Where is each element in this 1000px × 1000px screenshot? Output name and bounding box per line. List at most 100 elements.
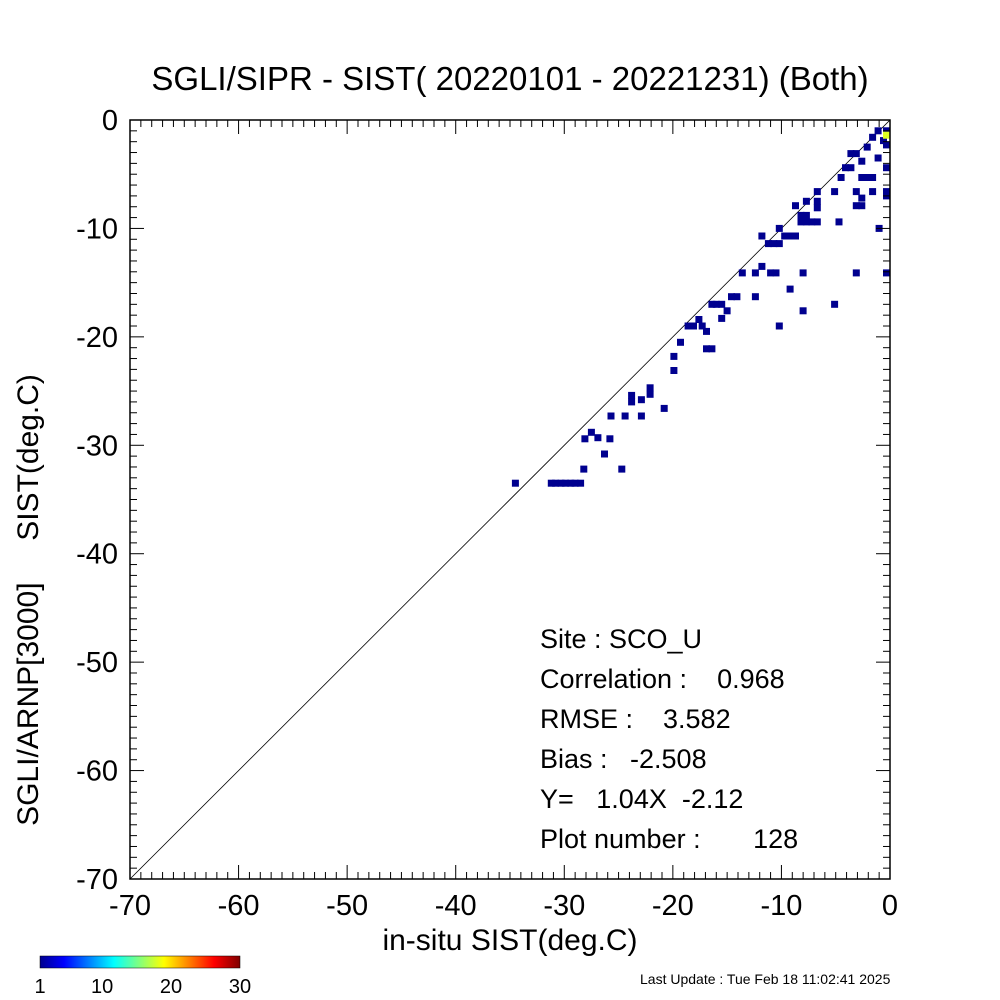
data-point [594, 434, 602, 442]
data-point [842, 164, 849, 172]
last-update-text: Last Update : Tue Feb 18 11:02:41 2025 [640, 971, 891, 987]
data-point [792, 232, 799, 240]
data-point [557, 479, 565, 487]
data-point [628, 398, 636, 406]
stat-site: Site : SCO_U [540, 624, 702, 654]
x-tick-label: -70 [109, 890, 151, 922]
colorbar-tick-label: 10 [91, 976, 113, 998]
data-point [547, 479, 555, 487]
data-point [808, 218, 816, 226]
data-point [847, 164, 855, 172]
data-point [758, 232, 766, 240]
data-point [728, 293, 735, 301]
data-point [775, 224, 783, 232]
x-tick-label: -20 [652, 890, 694, 922]
data-point [660, 404, 668, 412]
y-tick-label: -20 [76, 322, 118, 354]
data-point [852, 188, 860, 196]
data-point [858, 174, 866, 181]
y-tick-label: 0 [102, 105, 118, 137]
y-tick-label: -40 [76, 539, 118, 571]
data-point [511, 479, 519, 487]
data-point [703, 345, 710, 353]
data-point [718, 300, 726, 308]
data-point [738, 269, 746, 277]
data-point [858, 157, 866, 165]
data-point [874, 154, 882, 162]
colorbar-labels: 1 10 20 30 [34, 976, 251, 998]
data-point [813, 188, 821, 196]
data-point [718, 314, 726, 322]
data-point [852, 150, 860, 158]
data-point [837, 174, 845, 181]
axis-ticks [129, 119, 891, 880]
data-point [792, 202, 799, 210]
colorbar-tick-label: 20 [160, 976, 182, 998]
data-point [863, 174, 871, 181]
x-tick-label: 0 [882, 890, 898, 922]
data-point [712, 300, 720, 308]
identity-line [129, 119, 891, 880]
x-tick-label: -10 [760, 890, 802, 922]
data-point [684, 322, 692, 330]
data-point [767, 269, 775, 277]
data-point [580, 465, 588, 473]
data-point [601, 450, 608, 458]
colorbar-gradient [39, 955, 241, 969]
data-point [646, 390, 654, 398]
data-point [646, 384, 654, 392]
data-point [708, 300, 716, 308]
data-point [802, 218, 810, 226]
data-point [883, 164, 890, 172]
y-axis-label: SGLI/ARNP[3000] SIST(deg.C) [12, 374, 45, 826]
data-point [751, 269, 759, 277]
data-point [698, 322, 706, 330]
data-point [690, 322, 697, 330]
stat-correlation: Correlation : 0.968 [540, 664, 785, 694]
stat-regression: Y= 1.04X -2.12 [540, 784, 743, 814]
data-point [883, 188, 890, 196]
data-point [772, 269, 780, 277]
data-point [764, 240, 772, 248]
data-point [695, 316, 703, 323]
data-point [786, 232, 794, 240]
y-tick-label: -10 [76, 213, 118, 245]
data-point [587, 428, 595, 436]
statistics-panel: Site : SCO_U Correlation : 0.968 RMSE : … [540, 624, 798, 854]
data-point [577, 479, 585, 487]
data-point [883, 269, 890, 277]
data-point [552, 479, 560, 487]
data-point [831, 300, 839, 308]
data-point [847, 150, 855, 158]
data-point [571, 479, 579, 487]
stat-bias: Bias : -2.508 [540, 744, 707, 774]
data-point [799, 269, 807, 277]
data-point [797, 218, 805, 226]
data-point [813, 197, 821, 205]
y-tick-label: -50 [76, 647, 118, 679]
data-point [869, 174, 877, 181]
colorbar: 1 10 20 30 [34, 955, 251, 998]
chart-title: SGLI/SIPR - SIST( 20220101 - 20221231) (… [151, 60, 868, 97]
plot-area [129, 119, 891, 880]
data-point [770, 240, 778, 248]
data-point [637, 412, 645, 420]
plot-frame [129, 119, 891, 880]
data-point [708, 345, 716, 353]
data-point [852, 202, 860, 210]
data-point [835, 218, 843, 226]
colorbar-tick-label: 1 [34, 976, 45, 998]
data-point [797, 211, 805, 219]
data-point [561, 479, 569, 487]
data-point [799, 307, 807, 315]
data-points [511, 127, 890, 487]
data-point [606, 435, 614, 443]
data-point [581, 435, 589, 443]
data-point [567, 479, 575, 487]
data-point [880, 137, 887, 145]
x-tick-label: -40 [435, 890, 477, 922]
data-point [883, 131, 890, 139]
x-tick-label: -60 [218, 890, 260, 922]
data-point [758, 262, 766, 270]
